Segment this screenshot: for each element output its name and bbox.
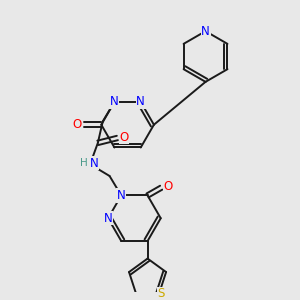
- Text: H: H: [80, 158, 88, 168]
- Text: N: N: [104, 212, 112, 225]
- Text: O: O: [72, 118, 82, 131]
- Text: N: N: [110, 95, 119, 108]
- Text: N: N: [90, 157, 98, 170]
- Text: N: N: [201, 25, 210, 38]
- Text: S: S: [157, 287, 165, 300]
- Text: O: O: [120, 130, 129, 143]
- Text: O: O: [164, 180, 172, 193]
- Text: N: N: [136, 95, 145, 108]
- Text: N: N: [117, 189, 126, 202]
